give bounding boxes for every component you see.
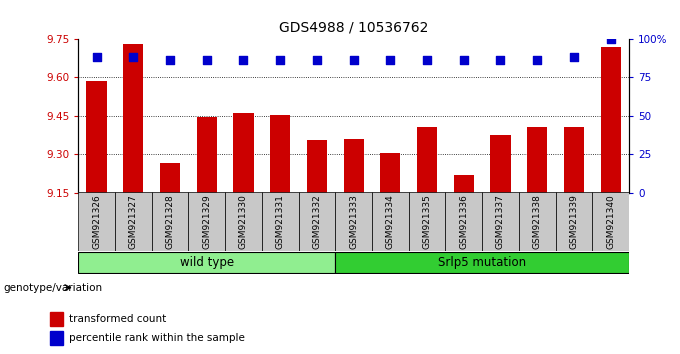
Bar [335, 252, 629, 273]
Bar [78, 192, 115, 251]
Text: GSM921331: GSM921331 [275, 194, 285, 249]
Bar [78, 252, 335, 273]
Bar [445, 192, 482, 251]
Text: GSM921328: GSM921328 [165, 194, 175, 249]
Bar [152, 192, 188, 251]
Bar [115, 192, 152, 251]
Text: Srlp5 mutation: Srlp5 mutation [438, 256, 526, 269]
Text: GSM921327: GSM921327 [129, 194, 138, 249]
Point [238, 58, 249, 63]
Text: percentile rank within the sample: percentile rank within the sample [69, 333, 245, 343]
Bar [527, 127, 547, 193]
Bar [262, 192, 299, 251]
Bar [372, 192, 409, 251]
Bar [335, 192, 372, 251]
Text: transformed count: transformed count [69, 314, 166, 324]
Text: GSM921333: GSM921333 [349, 194, 358, 249]
Point [165, 58, 175, 63]
Point [311, 58, 322, 63]
Text: GSM921326: GSM921326 [92, 194, 101, 249]
Text: GSM921336: GSM921336 [459, 194, 469, 249]
Point [495, 58, 506, 63]
Title: GDS4988 / 10536762: GDS4988 / 10536762 [279, 21, 428, 35]
Bar [160, 164, 180, 193]
Bar [417, 127, 437, 193]
Point [201, 58, 212, 63]
Bar [188, 192, 225, 251]
Text: GSM921329: GSM921329 [202, 194, 211, 249]
Bar [299, 192, 335, 251]
Bar [519, 192, 556, 251]
Text: GSM921334: GSM921334 [386, 194, 395, 249]
Point [422, 58, 432, 63]
Text: GSM921340: GSM921340 [606, 194, 615, 249]
Bar [490, 135, 511, 193]
Bar [600, 47, 621, 193]
Bar [197, 117, 217, 193]
Bar [343, 139, 364, 193]
Point [128, 55, 139, 60]
Text: GSM921339: GSM921339 [569, 194, 579, 249]
Point [348, 58, 359, 63]
Bar [307, 140, 327, 193]
Bar [454, 175, 474, 193]
Bar [380, 153, 401, 193]
Bar [482, 192, 519, 251]
Bar [233, 113, 254, 193]
Text: wild type: wild type [180, 256, 234, 269]
Text: GSM921330: GSM921330 [239, 194, 248, 249]
Text: genotype/variation: genotype/variation [3, 282, 103, 293]
Point [275, 58, 286, 63]
Bar [225, 192, 262, 251]
Bar [50, 312, 63, 326]
Point [605, 36, 616, 42]
Bar [564, 127, 584, 193]
Point [91, 55, 102, 60]
Bar [409, 192, 445, 251]
Text: GSM921332: GSM921332 [312, 194, 322, 249]
Text: GSM921338: GSM921338 [532, 194, 542, 249]
Point [532, 58, 543, 63]
Text: GSM921337: GSM921337 [496, 194, 505, 249]
Bar [86, 81, 107, 193]
Bar [123, 44, 143, 193]
Point [568, 55, 579, 60]
Bar [270, 115, 290, 193]
Text: GSM921335: GSM921335 [422, 194, 432, 249]
Bar [50, 331, 63, 345]
Point [385, 58, 396, 63]
Point [458, 58, 469, 63]
Bar [592, 192, 629, 251]
Bar [556, 192, 592, 251]
